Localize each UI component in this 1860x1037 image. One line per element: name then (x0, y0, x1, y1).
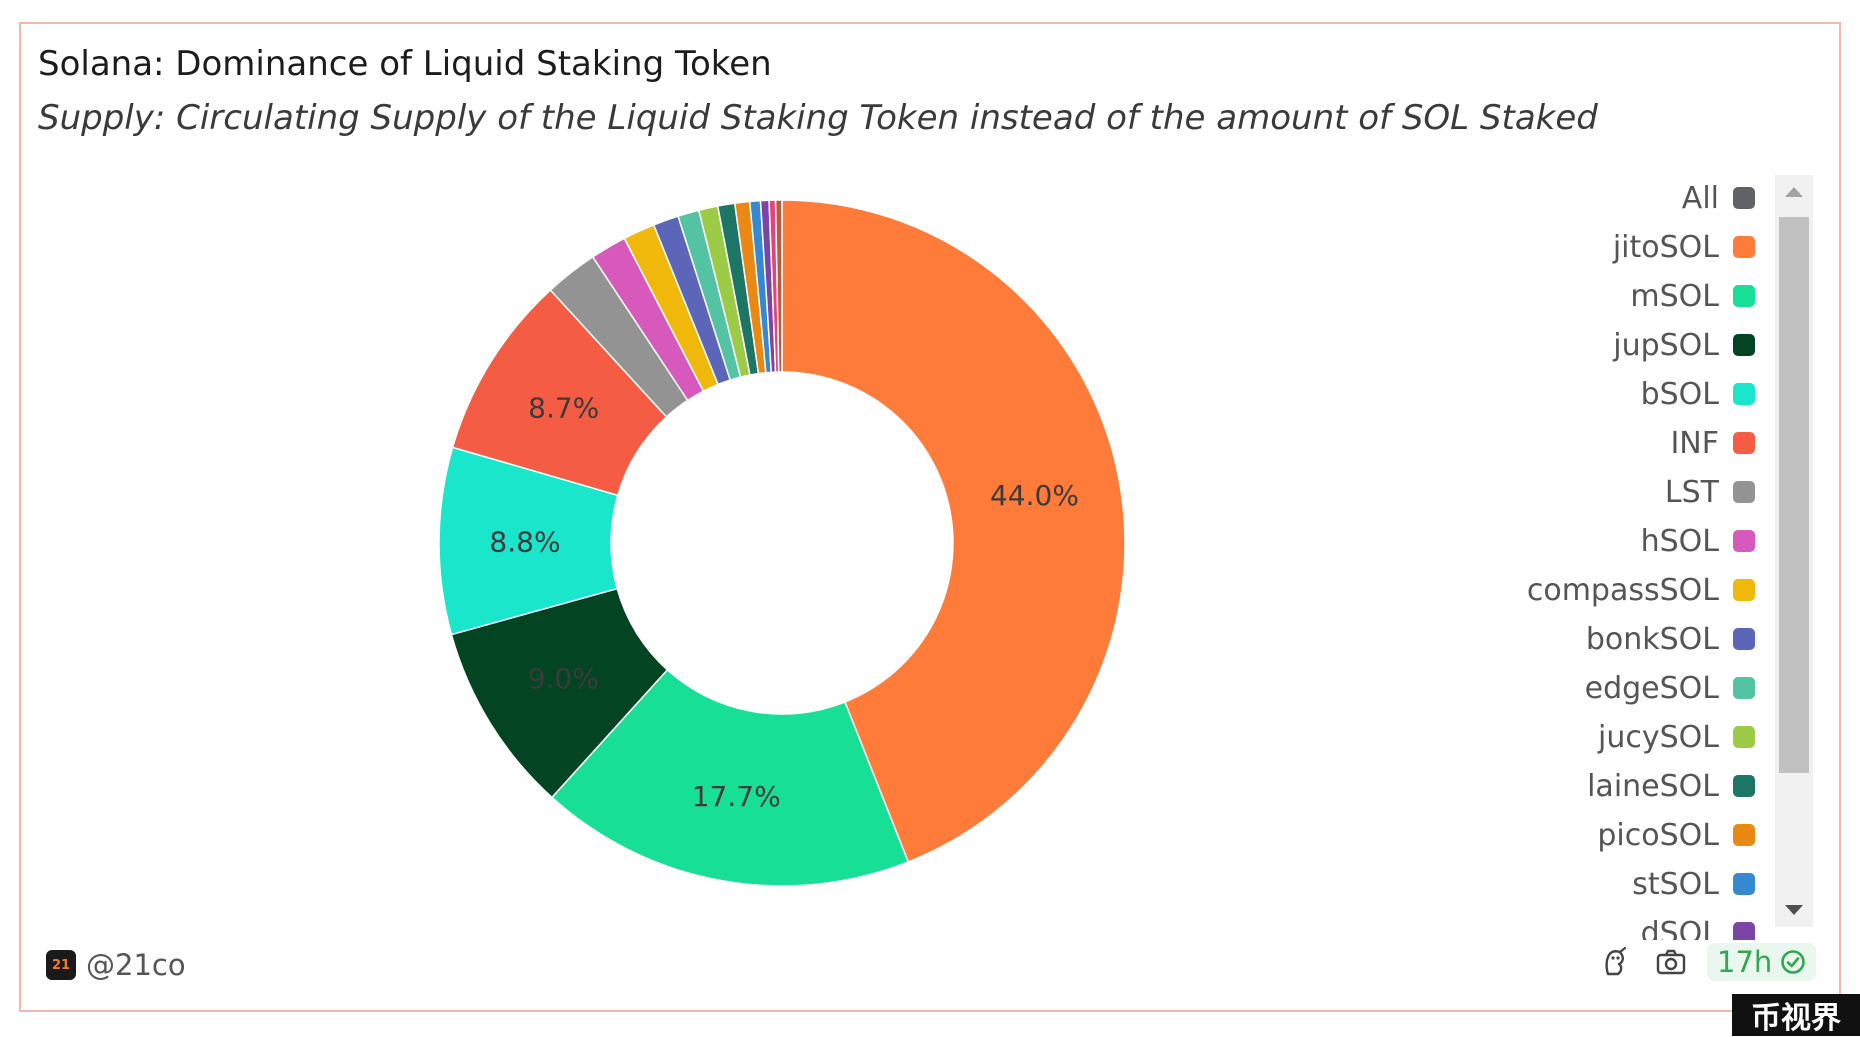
avatar: 21 (46, 950, 76, 980)
legend-item-stSOL[interactable]: stSOL (1632, 861, 1755, 907)
slice-label-jitoSOL: 44.0% (990, 479, 1079, 512)
legend-swatch (1733, 187, 1755, 209)
scroll-down-button[interactable] (1775, 893, 1813, 927)
legend-item-edgeSOL[interactable]: edgeSOL (1585, 665, 1755, 711)
legend-scrollbar[interactable] (1775, 175, 1813, 927)
legend-swatch (1733, 726, 1755, 748)
chart-subtitle: Supply: Circulating Supply of the Liquid… (38, 98, 1598, 138)
legend-label: picoSOL (1597, 817, 1719, 853)
legend-item-LST[interactable]: LST (1665, 469, 1755, 515)
legend-swatch (1733, 775, 1755, 797)
scroll-thumb[interactable] (1779, 217, 1809, 773)
legend-item-laineSOL[interactable]: laineSOL (1587, 763, 1755, 809)
legend-item-bSOL[interactable]: bSOL (1641, 371, 1755, 417)
legend-label: INF (1670, 425, 1719, 461)
author-handle[interactable]: @21co (86, 948, 186, 982)
check-circle-icon (1781, 950, 1806, 974)
slice-label-INF: 8.7% (528, 391, 599, 424)
slice-jitoSOL[interactable] (781, 199, 1126, 863)
legend-swatch (1733, 236, 1755, 258)
slice-label-jupSOL: 9.0% (528, 662, 599, 695)
legend-swatch (1733, 922, 1755, 940)
legend-label: laineSOL (1587, 768, 1719, 804)
freshness-text: 17h (1717, 945, 1773, 979)
legend-item-jupSOL[interactable]: jupSOL (1613, 322, 1755, 368)
chevron-down-icon (1785, 905, 1803, 915)
legend-label: All (1681, 180, 1719, 216)
slice-label-mSOL: 17.7% (692, 780, 781, 813)
legend-item-All[interactable]: All (1682, 175, 1755, 221)
legend-label: mSOL (1630, 278, 1719, 314)
camera-icon[interactable] (1651, 942, 1691, 982)
footer-actions: 17h (1595, 942, 1817, 982)
legend-swatch (1733, 432, 1755, 454)
legend-swatch (1733, 334, 1755, 356)
legend-label: compassSOL (1526, 572, 1719, 608)
author-credit[interactable]: 21 @21co (46, 948, 186, 982)
ghost-icon[interactable] (1595, 942, 1635, 982)
watermark: 币视界 (1732, 994, 1860, 1036)
slice-other-2[interactable] (774, 199, 783, 373)
legend-item-jucySOL[interactable]: jucySOL (1598, 714, 1755, 760)
legend-swatch (1733, 383, 1755, 405)
legend-label: jitoSOL (1612, 229, 1719, 265)
chevron-up-icon (1785, 187, 1803, 197)
legend-item-compassSOL[interactable]: compassSOL (1527, 567, 1755, 613)
chart-title: Solana: Dominance of Liquid Staking Toke… (38, 44, 772, 84)
legend-label: LST (1664, 474, 1719, 510)
chart-legend: All jitoSOL mSOL jupSOL bSOL INF LST hSOL compas… (1460, 175, 1755, 940)
legend-label: edgeSOL (1584, 670, 1719, 706)
legend-swatch (1733, 628, 1755, 650)
legend-label: bSOL (1640, 376, 1719, 412)
scroll-up-button[interactable] (1775, 175, 1813, 209)
legend-swatch (1733, 677, 1755, 699)
legend-label: jupSOL (1613, 327, 1719, 363)
legend-item-jitoSOL[interactable]: jitoSOL (1613, 224, 1755, 270)
legend-label: dSOL (1640, 915, 1719, 941)
legend-swatch (1733, 530, 1755, 552)
legend-swatch (1733, 824, 1755, 846)
legend-item-dSOL[interactable]: dSOL (1641, 910, 1755, 940)
legend-swatch (1733, 481, 1755, 503)
freshness-badge[interactable]: 17h (1707, 943, 1817, 981)
legend-swatch (1733, 285, 1755, 307)
slice-mSOL[interactable] (550, 668, 910, 887)
legend-item-picoSOL[interactable]: picoSOL (1597, 812, 1755, 858)
legend-item-INF[interactable]: INF (1670, 420, 1755, 466)
legend-swatch (1733, 873, 1755, 895)
legend-label: bonkSOL (1585, 621, 1719, 657)
slice-label-bSOL: 8.8% (489, 525, 560, 558)
legend-item-hSOL[interactable]: hSOL (1641, 518, 1755, 564)
legend-swatch (1733, 579, 1755, 601)
legend-item-bonkSOL[interactable]: bonkSOL (1586, 616, 1755, 662)
legend-label: hSOL (1640, 523, 1719, 559)
legend-item-mSOL[interactable]: mSOL (1630, 273, 1755, 319)
legend-label: stSOL (1632, 866, 1719, 902)
legend-label: jucySOL (1598, 719, 1719, 755)
